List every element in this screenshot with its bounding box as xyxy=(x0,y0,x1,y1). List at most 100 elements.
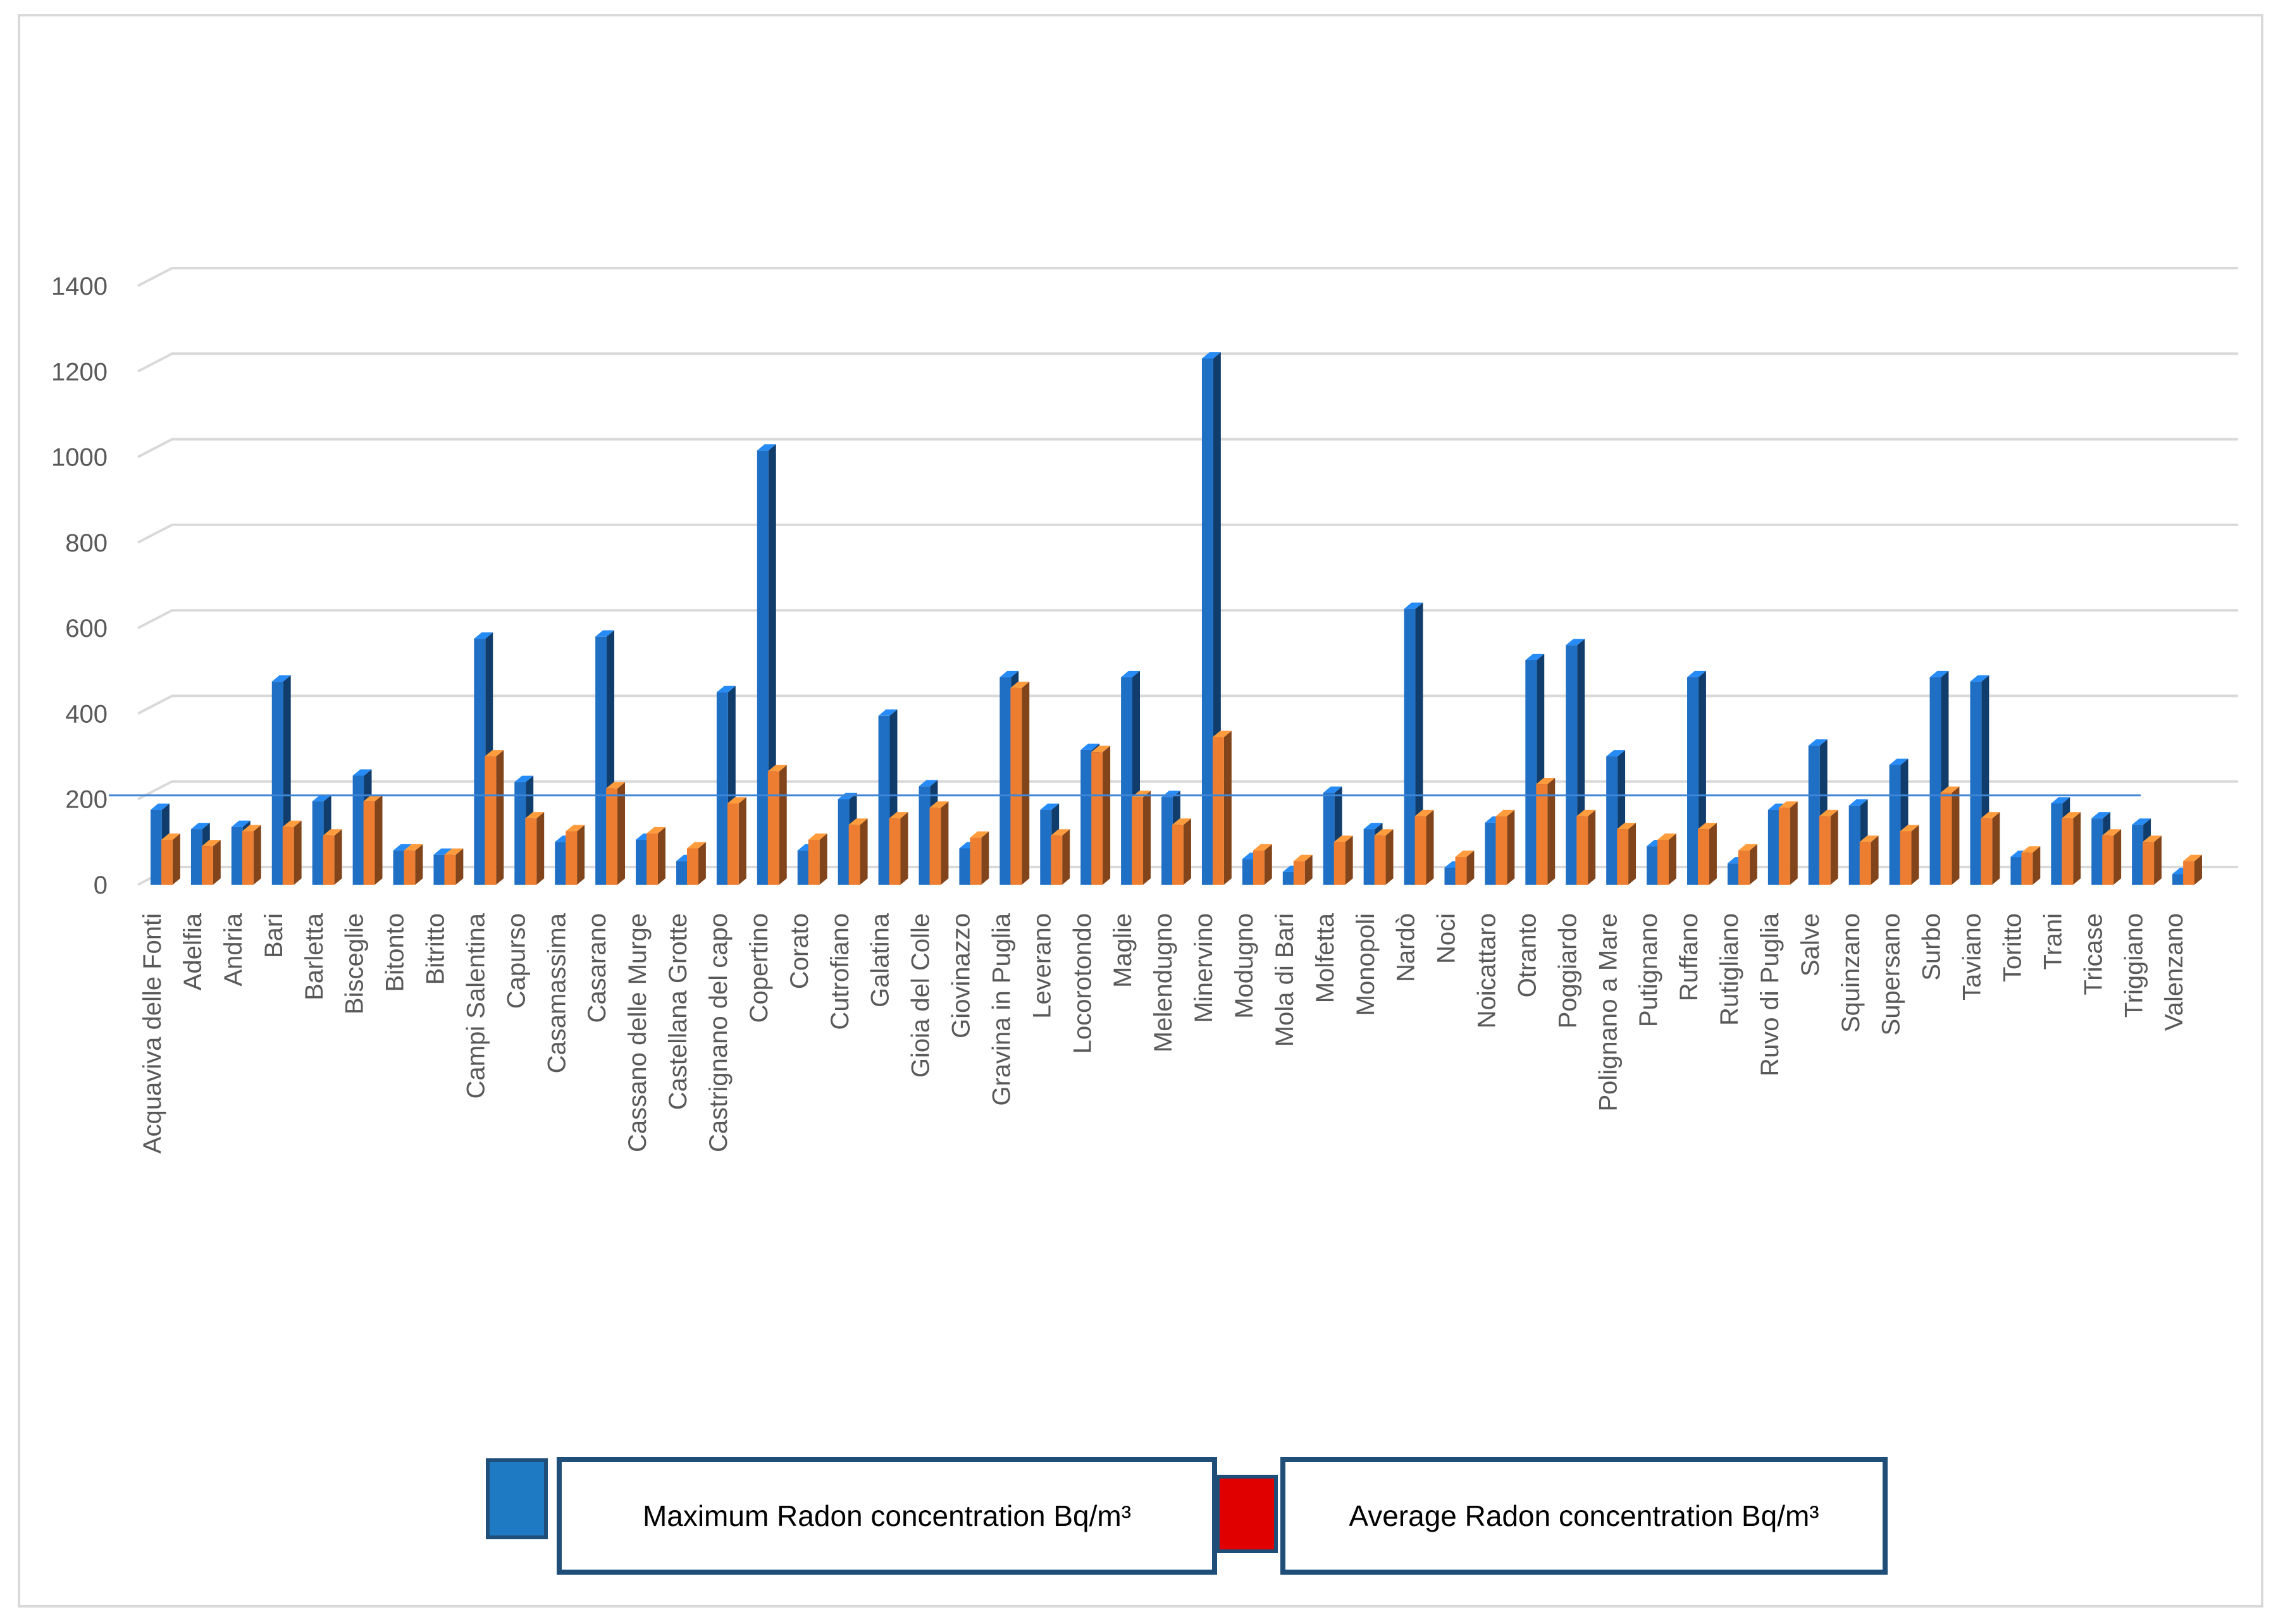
bar-front xyxy=(808,839,820,885)
bar-front xyxy=(2021,852,2033,885)
bar-side xyxy=(1264,844,1272,885)
bar-front xyxy=(1323,792,1335,885)
bar-average xyxy=(1132,790,1151,885)
bar-top xyxy=(242,825,261,832)
bar-front xyxy=(878,715,890,885)
bar-side xyxy=(1790,801,1798,885)
bar-side xyxy=(1183,818,1191,885)
x-category-label: Corato xyxy=(786,913,814,989)
bar-front xyxy=(2172,874,2184,885)
bar-front xyxy=(757,450,769,885)
bar-side xyxy=(1143,790,1151,885)
bar-average xyxy=(1374,829,1394,885)
x-category-label: Capurso xyxy=(502,913,530,1009)
bar-front xyxy=(2132,825,2144,885)
bar-front xyxy=(1333,842,1346,885)
bar-side xyxy=(1223,730,1232,885)
bar-side xyxy=(2194,854,2202,885)
bar-front xyxy=(1040,809,1052,885)
bar-top xyxy=(2051,797,2070,804)
bar-front xyxy=(970,837,982,885)
x-category-label: Monopoli xyxy=(1352,913,1380,1016)
bar-front xyxy=(1404,608,1416,885)
bar-front xyxy=(2183,861,2194,885)
bar-top xyxy=(1374,829,1394,836)
bar-front xyxy=(1242,859,1254,885)
bar-top xyxy=(1687,670,1706,677)
bar-average xyxy=(1293,854,1313,885)
x-category-label: Gravina in Puglia xyxy=(987,913,1015,1105)
bar-front xyxy=(929,808,941,885)
bar-side xyxy=(1628,823,1636,885)
bar-top xyxy=(474,632,493,639)
x-category-label: Surbo xyxy=(1918,913,1946,981)
bar-front xyxy=(1657,839,1669,885)
bar-average xyxy=(1778,801,1798,885)
bar-side xyxy=(941,801,949,885)
bar-average xyxy=(242,825,261,885)
bar-front xyxy=(1606,756,1618,885)
bar-top xyxy=(1778,801,1798,808)
bar-front xyxy=(1576,816,1588,885)
bar-front xyxy=(1495,816,1507,885)
x-category-label: Bitonto xyxy=(381,913,409,992)
x-category-label: Trani xyxy=(2039,913,2067,970)
bar-average xyxy=(1495,809,1515,885)
bar-side xyxy=(1749,844,1757,885)
bar-top xyxy=(1981,812,2000,819)
bar-top xyxy=(1848,799,1868,806)
bar-front xyxy=(889,818,901,885)
bar-front xyxy=(1738,850,1750,885)
bar-side xyxy=(536,812,545,885)
y-axis-ticks: 0 200 400 600 800 1000 1200 1400 xyxy=(51,273,108,899)
bar-side xyxy=(738,797,746,885)
bar-front xyxy=(1132,797,1144,885)
y-tick-label: 600 xyxy=(65,615,108,643)
bar-top xyxy=(1293,854,1313,861)
bar-front xyxy=(1698,829,1709,885)
bar-side xyxy=(2073,812,2081,885)
bar-side xyxy=(1022,681,1030,885)
bar-front xyxy=(1778,808,1790,885)
x-category-label: Gioia del Colle xyxy=(907,913,935,1078)
bar-front xyxy=(1687,677,1698,885)
bar-average xyxy=(1536,778,1556,885)
bar-side xyxy=(860,818,868,885)
bar-top xyxy=(161,833,180,840)
bar-front xyxy=(1293,861,1305,885)
bar-front xyxy=(1455,857,1467,885)
bar-side xyxy=(374,795,383,885)
bar-average xyxy=(1010,681,1030,885)
bar-top xyxy=(282,820,302,827)
bar-top xyxy=(1080,743,1100,750)
bar-front xyxy=(595,636,607,885)
bar-top xyxy=(352,769,372,776)
x-category-label: Poggiardo xyxy=(1554,913,1581,1028)
bar-average xyxy=(1940,786,1960,885)
bar-average xyxy=(1172,818,1191,885)
bar-top xyxy=(363,795,383,802)
bar-top xyxy=(716,686,736,692)
bar-top xyxy=(1323,786,1342,793)
x-category-label: Modugno xyxy=(1230,913,1258,1019)
bar-side xyxy=(1830,809,1838,885)
bar-average xyxy=(1617,823,1636,885)
bar-front xyxy=(161,839,173,885)
bar-average xyxy=(1657,833,1676,885)
bar-side xyxy=(1103,746,1111,885)
x-category-label: Cutrofiano xyxy=(826,913,854,1030)
bar-top xyxy=(1859,835,1879,842)
gridline xyxy=(137,694,2238,715)
x-category-label: Taviano xyxy=(1958,913,1986,1000)
bar-front xyxy=(1212,737,1224,885)
bar-top xyxy=(190,823,210,830)
bar-top xyxy=(2102,829,2122,836)
bar-side xyxy=(1709,823,1717,885)
bar-top xyxy=(433,848,453,855)
bar-front xyxy=(1485,822,1497,885)
bar-side xyxy=(1992,812,2000,885)
legend-swatch-average xyxy=(1216,1475,1278,1553)
bar-top xyxy=(566,825,585,832)
gridlines xyxy=(137,267,2238,886)
bar-top xyxy=(1201,352,1221,359)
